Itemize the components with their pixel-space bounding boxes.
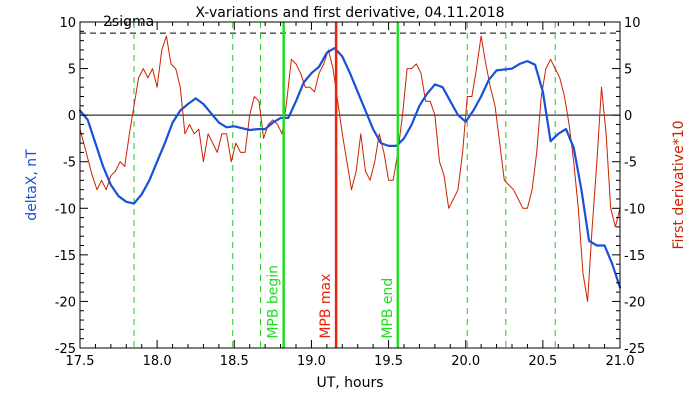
plot-frame [79,21,621,349]
chart-title: X-variations and first derivative, 04.11… [195,5,504,21]
mpb-end-label: MPB end [380,278,396,339]
x-tick-label: 19.0 [297,354,326,369]
y-tick-label-right: -5 [624,156,637,171]
y-tick-label-left: -25 [55,342,76,357]
y-tick-label-right: 0 [624,109,632,124]
y-axis-title-left: deltaX, nT [24,149,40,221]
y-tick-label-left: -10 [55,202,76,217]
derivative-series-line [79,35,621,302]
y-tick-label-right: 10 [624,16,641,31]
y-tick-label-left: 0 [68,109,76,124]
y-tick-label-left: -15 [55,249,76,264]
y-tick-label-left: -5 [63,156,76,171]
x-tick-label: 18.5 [220,354,249,369]
x-tick-label: 18.0 [143,354,172,369]
deltax-series-line [78,46,622,289]
x-tick-label: 21.0 [606,354,635,369]
y-axis-title-right: First derivative*10 [671,120,687,249]
x-tick-label: 19.5 [374,354,403,369]
mpb-begin-label: MPB begin [266,265,282,339]
y-tick-label-left: -20 [55,295,76,310]
y-tick-label-left: 10 [59,16,76,31]
y-tick-label-left: 5 [68,63,76,78]
y-tick-label-right: 5 [624,63,632,78]
x-tick-label: 17.5 [66,354,95,369]
y-tick-label-right: -10 [624,202,645,217]
mpb-max-label: MPB max [318,274,334,339]
x-tick-label: 20.0 [451,354,480,369]
x-tick-label: 20.5 [528,354,557,369]
x-axis-title: UT, hours [316,375,383,391]
y-tick-label-right: -15 [624,249,645,264]
y-tick-label-right: -25 [624,342,645,357]
y-tick-label-right: -20 [624,295,645,310]
